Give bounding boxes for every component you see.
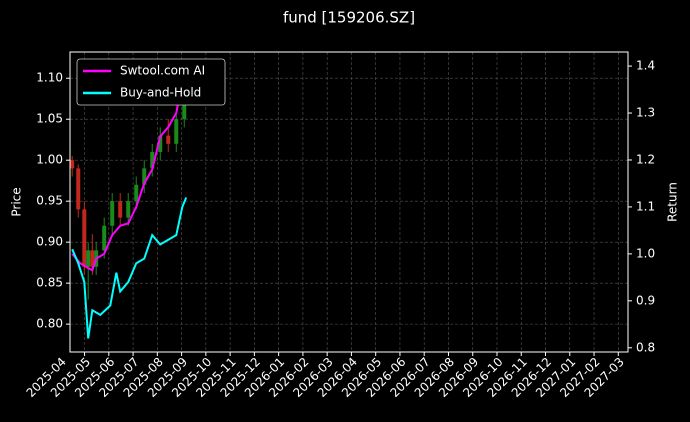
y2-tick-label: 1.0 xyxy=(636,246,655,260)
y-tick-label: 1.10 xyxy=(36,71,63,85)
candle-body xyxy=(90,250,95,267)
y-axis-label: Price xyxy=(10,187,24,216)
y-tick-label: 0.90 xyxy=(36,235,63,249)
candle-body xyxy=(126,201,131,218)
candle-body xyxy=(86,250,91,267)
y-tick-label: 0.95 xyxy=(36,194,63,208)
candle-body xyxy=(142,168,147,185)
plot-frame xyxy=(69,51,629,353)
candle-body xyxy=(174,119,179,144)
candle-body xyxy=(134,184,139,202)
candle-body xyxy=(82,209,87,267)
y2-tick-label: 0.9 xyxy=(636,293,655,307)
y-tick-label: 0.80 xyxy=(36,317,63,331)
candle-body xyxy=(102,225,107,251)
candle-body xyxy=(110,201,115,226)
y-tick-label: 1.00 xyxy=(36,153,63,167)
legend-box xyxy=(76,58,226,106)
legend-label: Buy-and-Hold xyxy=(120,86,201,100)
y2-tick-label: 1.1 xyxy=(636,199,655,213)
y2-tick-label: 0.8 xyxy=(636,340,655,354)
legend-label: Swtool.com AI xyxy=(120,64,205,78)
y-tick-label: 1.05 xyxy=(36,112,63,126)
chart-title: fund [159206.SZ] xyxy=(283,9,415,27)
candle-body xyxy=(150,152,155,169)
candle-body xyxy=(76,168,81,210)
y2-tick-label: 1.4 xyxy=(636,59,655,73)
y2-axis-label: Return xyxy=(666,182,680,222)
candle-body xyxy=(158,135,163,152)
y2-tick-label: 1.2 xyxy=(636,152,655,166)
legend: Swtool.com AI Buy-and-Hold xyxy=(76,58,226,106)
candle-body xyxy=(70,160,75,169)
candle-body xyxy=(166,135,171,144)
y-tick-label: 0.85 xyxy=(36,276,63,290)
y2-tick-label: 1.3 xyxy=(636,106,655,120)
candle-body xyxy=(118,201,123,218)
series-line xyxy=(71,70,186,272)
series-line xyxy=(71,197,188,339)
